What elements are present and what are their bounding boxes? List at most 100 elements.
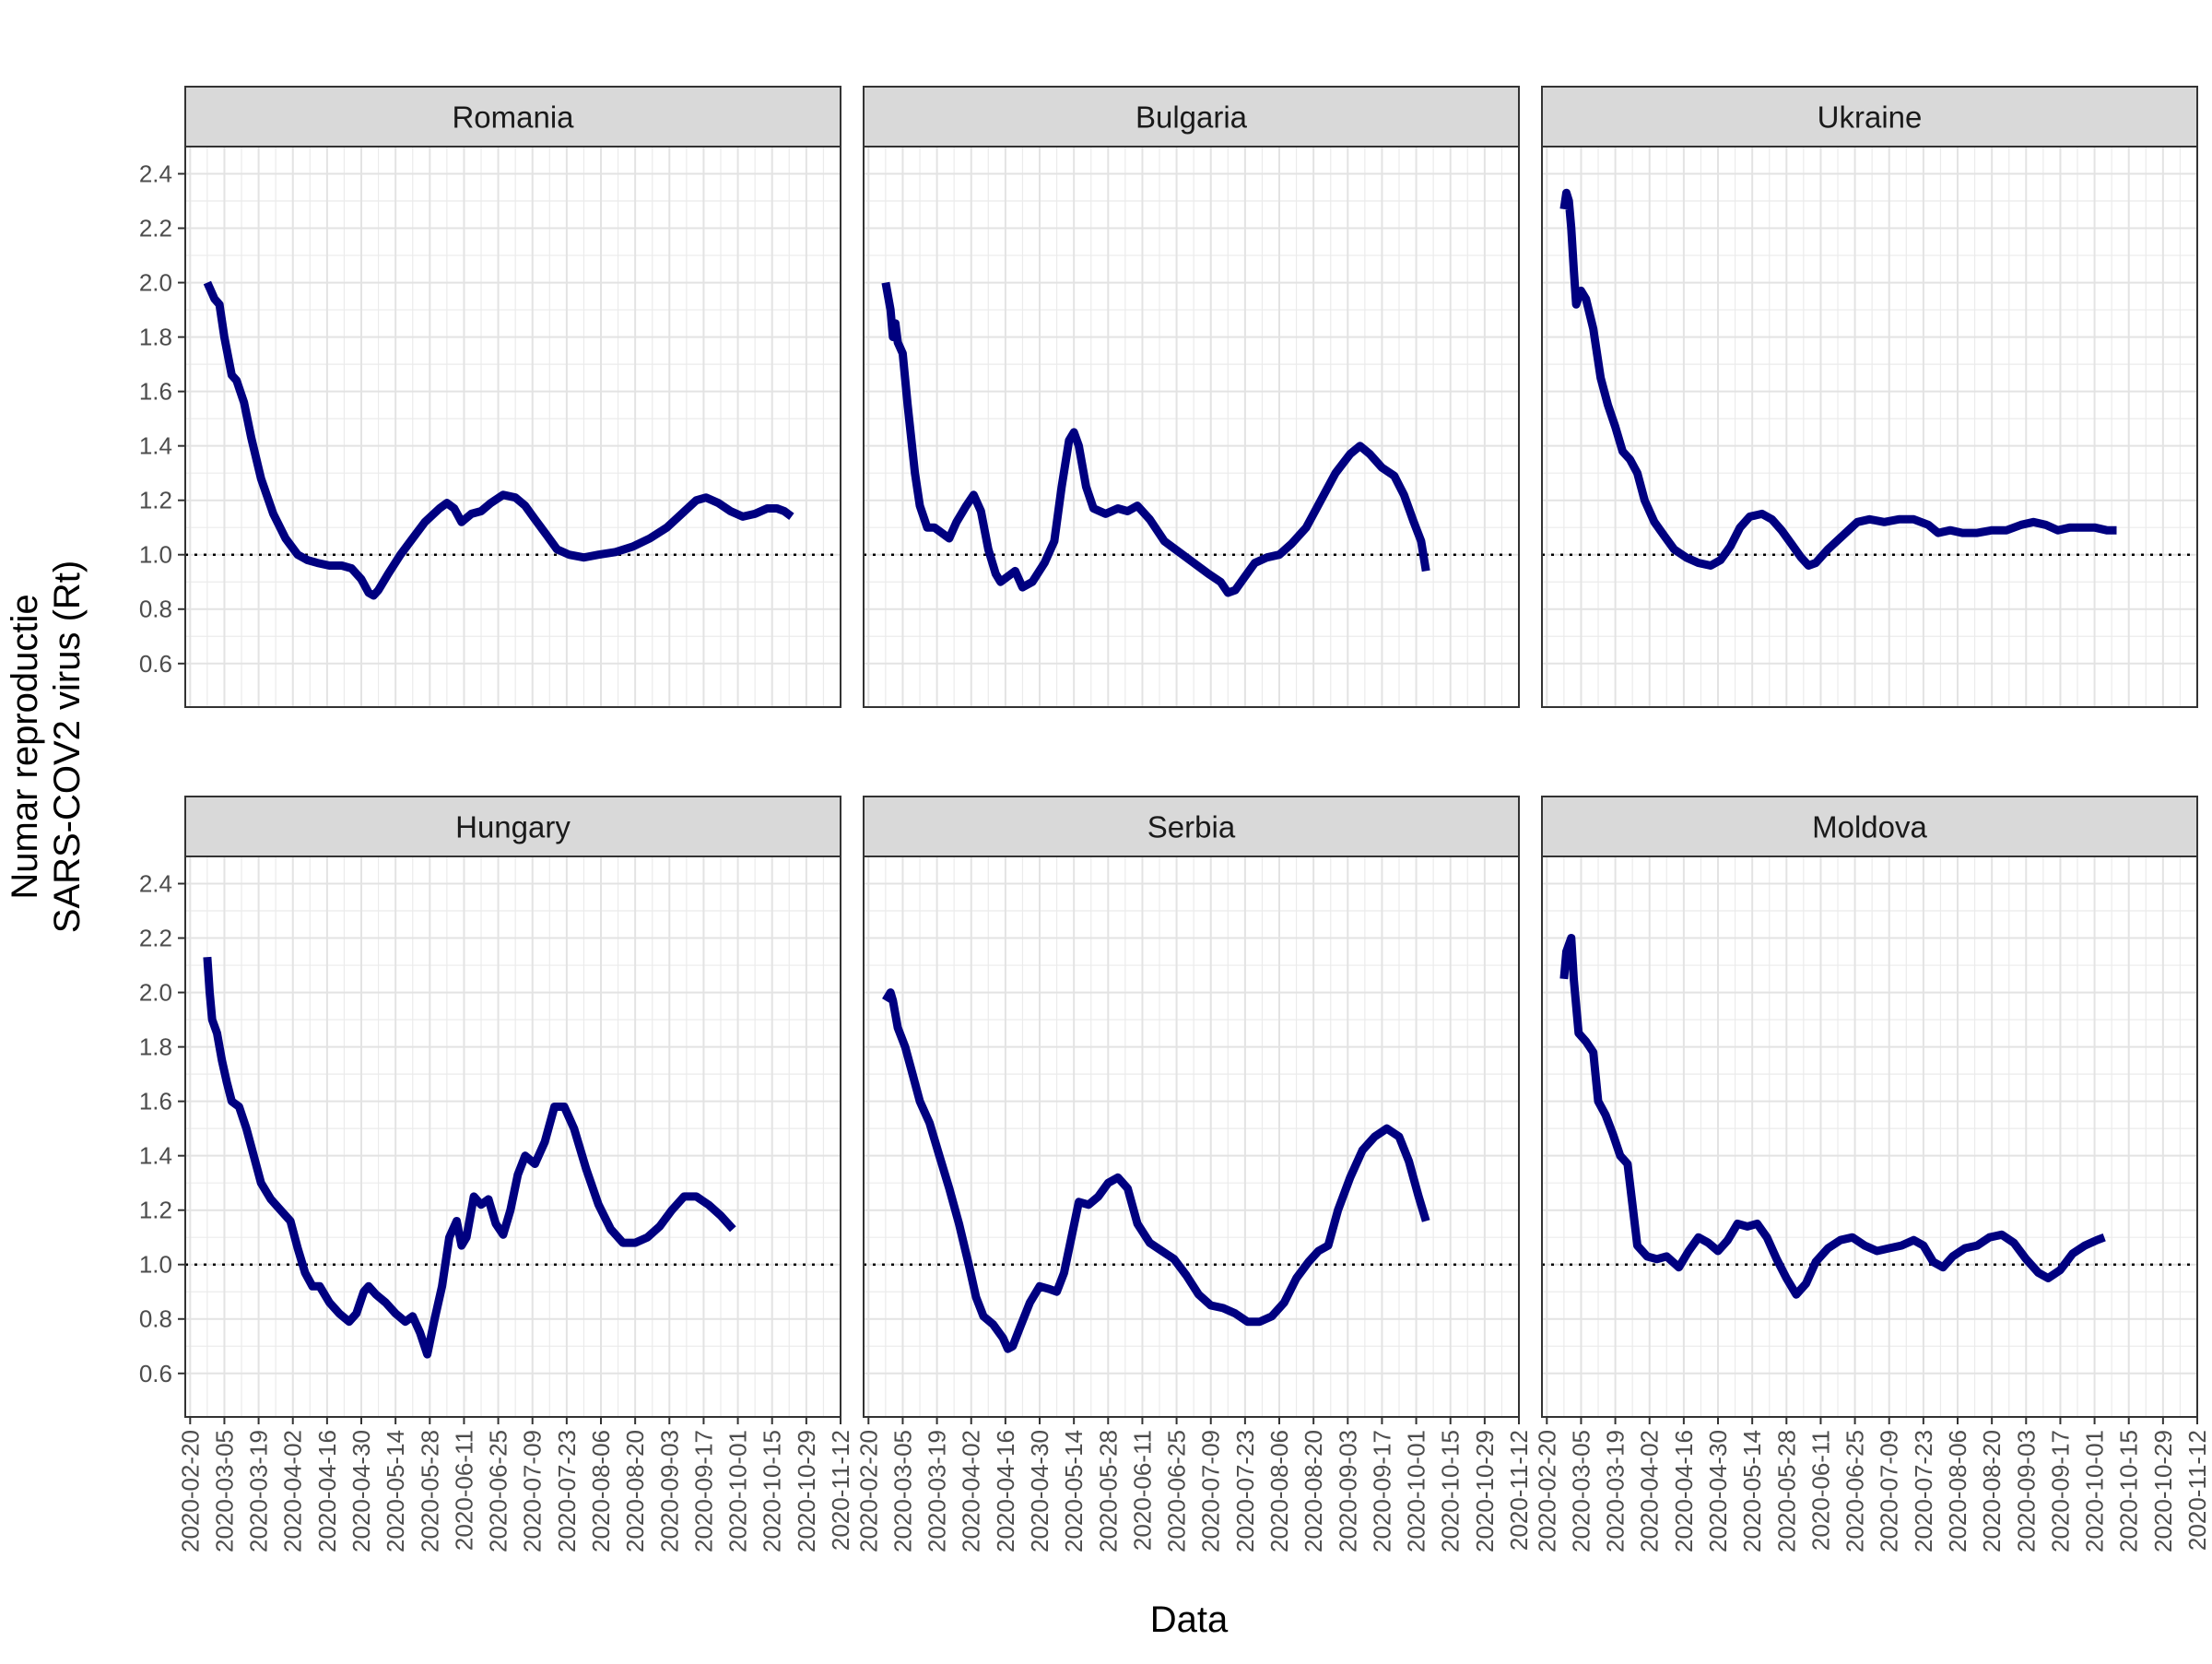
x-tick-label: 2020-10-01 [2081, 1430, 2109, 1552]
y-axis-title-line-1: Numar reproductie [5, 594, 45, 899]
y-tick-label: 1.6 [139, 1088, 172, 1115]
panel-border [863, 856, 1520, 1418]
x-tick-label: 2020-10-15 [1437, 1430, 1465, 1552]
x-tick-label: 2020-10-29 [2149, 1430, 2177, 1552]
panel-strip-label: Romania [452, 100, 574, 135]
panel-hungary: Hungary 0.6 0.8 1.0 1.2 1.4 1.6 1.8 2.0 2.2 2.4 202… [139, 796, 854, 1552]
x-tick-label: 2020-08-06 [1944, 1430, 1971, 1552]
x-tick-label: 2020-08-20 [1300, 1430, 1327, 1552]
panel-plot-area [864, 856, 1519, 1417]
x-tick-label: 2020-09-03 [655, 1430, 683, 1552]
panel-plot-area [185, 147, 841, 707]
panel-strip-label: Moldova [1812, 810, 1927, 844]
panel-border [1541, 856, 2198, 1418]
panel-border [184, 856, 841, 1418]
x-tick-label: 2020-04-16 [313, 1430, 341, 1552]
x-tick-label: 2020-07-23 [1910, 1430, 1937, 1552]
x-tick-label: 2020-11-12 [827, 1430, 854, 1551]
x-tick-label: 2020-04-02 [279, 1430, 307, 1552]
y-tick-label: 2.2 [139, 925, 172, 952]
panel-border [1541, 146, 2198, 708]
x-tick-label: 2020-09-17 [2046, 1430, 2074, 1552]
x-tick-label: 2020-09-03 [2012, 1430, 2040, 1552]
x-tick-label: 2020-05-14 [1060, 1430, 1088, 1552]
x-axis-title: Data [1150, 1599, 1229, 1640]
series-line-ukraine [1559, 188, 2117, 570]
y-tick-label: 1.0 [139, 1251, 172, 1279]
y-tick-label: 1.8 [139, 324, 172, 351]
y-tick-label: 1.6 [139, 378, 172, 406]
x-tick-label: 2020-03-19 [1602, 1430, 1630, 1552]
x-tick-label: 2020-02-20 [1533, 1430, 1560, 1552]
y-tick-label: 1.2 [139, 487, 172, 514]
x-tick-label: 2020-03-05 [210, 1430, 238, 1552]
x-tick-label: 2020-07-23 [1231, 1430, 1259, 1552]
x-tick-label: 2020-04-30 [347, 1430, 375, 1552]
x-tick-label: 2020-07-09 [1876, 1430, 1903, 1552]
x-tick-label: 2020-10-29 [1471, 1430, 1499, 1552]
x-tick-label: 2020-09-03 [1334, 1430, 1361, 1552]
panel-strip-label: Serbia [1147, 810, 1236, 844]
x-tick-label: 2020-04-30 [1026, 1430, 1053, 1552]
panel-plot-area [1542, 147, 2197, 707]
panel-bulgaria: Bulgaria [863, 86, 1520, 708]
x-tick-label: 2020-05-14 [382, 1430, 409, 1552]
x-tick-label: 2020-10-15 [759, 1430, 786, 1552]
y-tick-label: 0.8 [139, 1305, 172, 1333]
x-tick-label: 2020-10-29 [793, 1430, 820, 1552]
x-tick-label: 2020-11-12 [2183, 1430, 2211, 1551]
panel-strip-label: Bulgaria [1135, 100, 1248, 135]
panel-serbia: Serbia 2020-02-20 2020-03-05 2020-03-19 2020… [854, 796, 1533, 1552]
x-tick-label: 2020-04-02 [958, 1430, 985, 1552]
x-tick-label: 2020-07-09 [519, 1430, 547, 1552]
x-tick-label: 2020-08-06 [587, 1430, 615, 1552]
x-tick-label: 2020-08-20 [1978, 1430, 2006, 1552]
panel-strip [184, 86, 841, 148]
panel-strip-label: Hungary [455, 810, 571, 844]
x-tick-label: 2020-10-01 [1403, 1430, 1430, 1552]
x-tick-label: 2020-07-23 [553, 1430, 581, 1552]
y-tick-label: 2.4 [139, 870, 172, 898]
x-tick-label: 2020-09-17 [689, 1430, 717, 1552]
panel-strip [863, 86, 1520, 148]
y-tick-label: 0.6 [139, 650, 172, 678]
x-tick-label: 2020-03-19 [924, 1430, 951, 1552]
x-tick-label: 2020-03-19 [245, 1430, 273, 1552]
panel-strip [1541, 796, 2198, 857]
panel-plot-area [864, 147, 1519, 707]
x-tick-label: 2020-08-20 [621, 1430, 649, 1552]
panel-plot-area [185, 856, 841, 1417]
series-line-romania [203, 280, 794, 600]
x-tick-label: 2020-03-05 [888, 1430, 916, 1552]
x-tick-label: 2020-06-25 [1841, 1430, 1869, 1552]
series-line-bulgaria [881, 281, 1430, 597]
x-tick-label: 2020-09-17 [1368, 1430, 1395, 1552]
x-tick-label: 2020-06-25 [485, 1430, 512, 1552]
panel-border [863, 146, 1520, 708]
x-tick-label: 2020-06-25 [1163, 1430, 1191, 1552]
y-tick-label: 1.0 [139, 541, 172, 569]
panels-layer: Romania 0.6 0.8 1.0 1.2 1.4 1.6 1.8 2.0 2.2 2.4 Bul… [139, 86, 2211, 1552]
x-tick-label: 2020-10-15 [2115, 1430, 2143, 1552]
x-tick-label: 2020-06-11 [1128, 1430, 1156, 1551]
y-axis-title: Numar reproductie SARS-COV2 virus (Rt) [5, 561, 88, 934]
x-tick-label: 2020-05-14 [1738, 1430, 1766, 1552]
x-tick-label: 2020-05-28 [1772, 1430, 1800, 1552]
y-tick-label: 2.4 [139, 160, 172, 188]
x-tick-label: 2020-11-12 [1505, 1430, 1533, 1551]
x-tick-label: 2020-06-11 [1806, 1430, 1834, 1551]
panel-strip [1541, 86, 2198, 148]
x-tick-label: 2020-07-09 [1197, 1430, 1225, 1552]
x-tick-label: 2020-04-16 [1670, 1430, 1698, 1552]
x-tick-label: 2020-04-02 [1636, 1430, 1664, 1552]
y-tick-label: 0.6 [139, 1360, 172, 1387]
panel-strip [184, 796, 841, 857]
x-tick-label: 2020-02-20 [176, 1430, 204, 1552]
x-tick-label: 2020-04-16 [992, 1430, 1019, 1552]
y-tick-label: 1.2 [139, 1197, 172, 1224]
panel-strip-label: Ukraine [1818, 100, 1923, 135]
y-tick-label: 1.8 [139, 1033, 172, 1061]
series-line-moldova [1559, 934, 2106, 1299]
x-tick-label: 2020-02-20 [854, 1430, 882, 1552]
